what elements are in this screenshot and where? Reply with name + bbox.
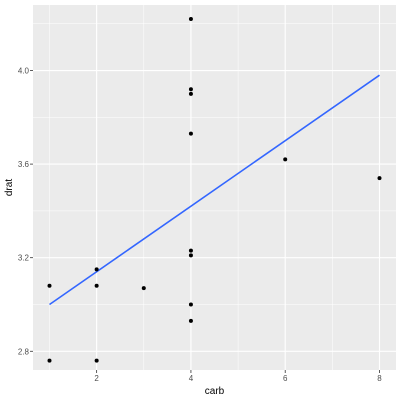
minor-gridlines	[33, 5, 396, 370]
x-tick-label: 8	[377, 374, 382, 383]
y-axis-title: drat	[4, 179, 15, 196]
data-point	[377, 176, 382, 181]
y-tick-label: 3.6	[18, 160, 30, 169]
data-point	[141, 286, 146, 291]
data-point	[188, 253, 193, 258]
x-axis-title: carb	[205, 386, 225, 397]
data-point	[188, 302, 193, 307]
y-tick-label: 4.0	[18, 67, 30, 76]
x-tick-label: 2	[94, 374, 99, 383]
data-point	[47, 283, 52, 288]
data-point	[188, 91, 193, 96]
data-point	[94, 267, 99, 272]
y-axis-ticks: 2.8 3.2 3.6 4.0	[18, 67, 33, 356]
x-axis-ticks: 2 4 6 8	[94, 370, 382, 383]
x-tick-label: 4	[189, 374, 194, 383]
x-tick-label: 6	[283, 374, 288, 383]
y-tick-label: 2.8	[18, 347, 30, 356]
major-gridlines	[33, 5, 396, 370]
plot-panel	[33, 5, 396, 370]
data-point	[188, 87, 193, 92]
data-points	[47, 17, 382, 363]
data-point	[94, 358, 99, 363]
data-point	[47, 358, 52, 363]
data-point	[188, 17, 193, 22]
data-point	[94, 283, 99, 288]
data-point	[188, 131, 193, 136]
data-point	[188, 248, 193, 253]
trend-line	[49, 74, 380, 306]
data-point	[188, 318, 193, 323]
data-point	[283, 157, 288, 162]
y-tick-label: 3.2	[18, 254, 30, 263]
